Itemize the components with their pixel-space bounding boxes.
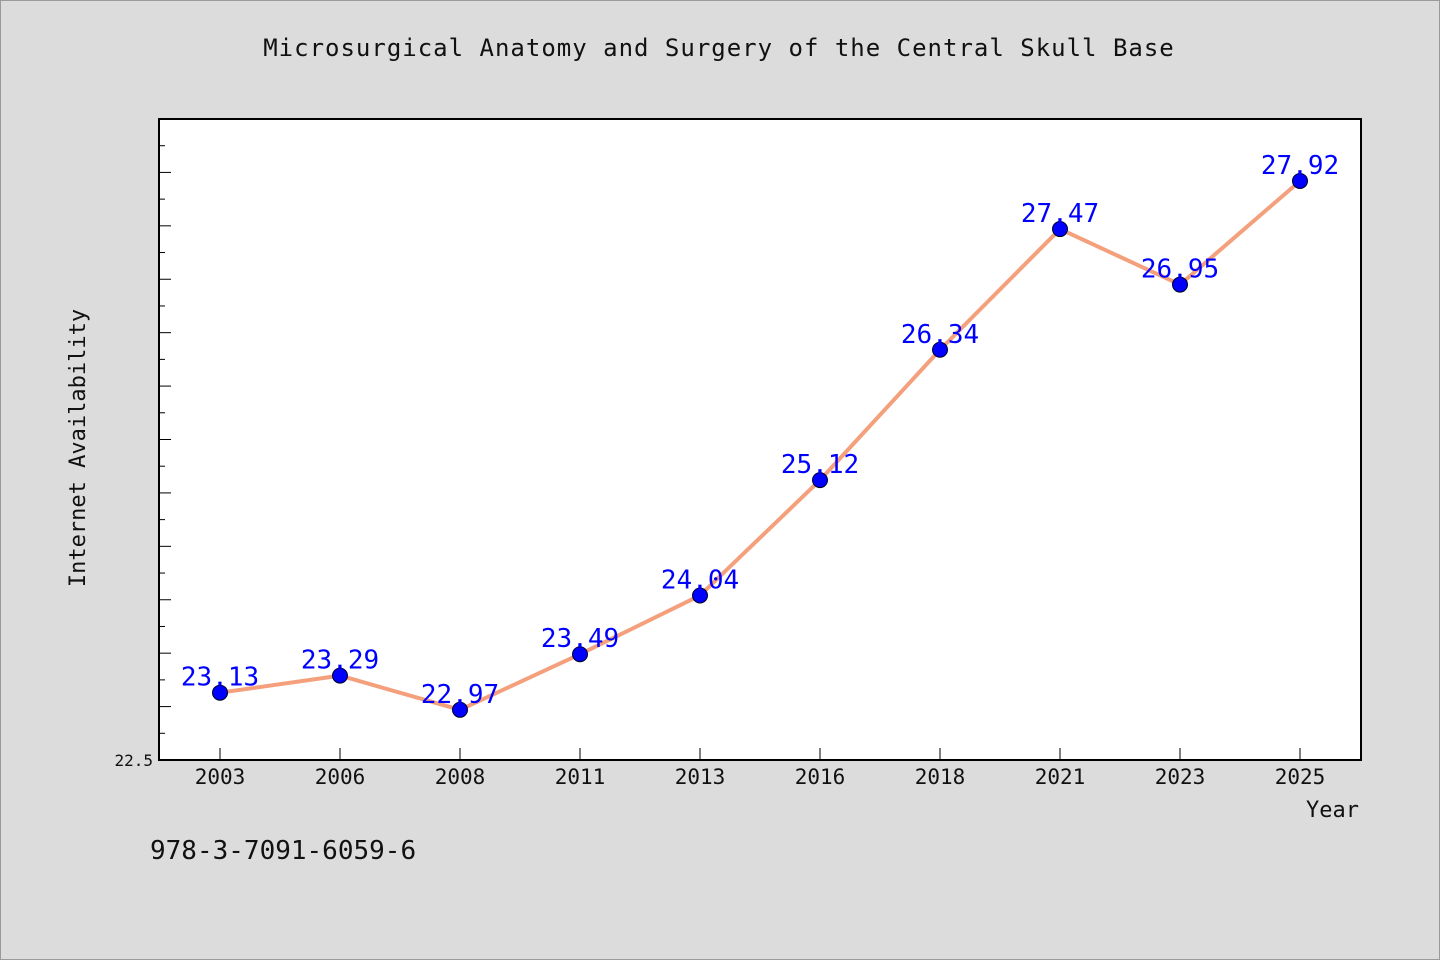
x-axis-ticks: 2003 2006 2008 2011 2013 2016 2018 2021 2023 2025 <box>195 748 1326 789</box>
data-point <box>332 667 348 684</box>
data-label: 23.13 <box>181 663 259 693</box>
data-label: 22.97 <box>421 680 499 710</box>
y-axis-ticks <box>159 118 171 761</box>
series-line <box>218 178 1302 712</box>
data-label: 27.92 <box>1261 151 1339 181</box>
x-tick-label: 2018 <box>915 765 966 789</box>
data-label: 26.34 <box>901 320 979 350</box>
x-tick-label: 2023 <box>1155 765 1206 789</box>
y-axis-label: Internet Availability <box>66 309 91 587</box>
x-tick-label: 2008 <box>435 765 486 789</box>
data-point <box>1172 276 1188 293</box>
chart-title: Microsurgical Anatomy and Surgery of the… <box>263 34 1175 62</box>
isbn-text: 978-3-7091-6059-6 <box>150 836 417 866</box>
x-tick-label: 2003 <box>195 765 246 789</box>
data-point <box>1292 172 1308 189</box>
y-tick-label: 22.5 <box>114 751 153 770</box>
data-point <box>812 472 828 489</box>
data-label: 26.95 <box>1141 255 1219 285</box>
x-tick-label: 2006 <box>315 765 366 789</box>
data-point <box>212 684 228 701</box>
series-group <box>212 172 1308 718</box>
data-point <box>1052 221 1068 238</box>
x-axis-label: Year <box>1306 798 1359 823</box>
data-labels: 23.13 23.29 22.97 23.49 24.04 25.12 26.34 27.47… <box>181 151 1339 710</box>
x-tick-label: 2025 <box>1275 765 1326 789</box>
x-tick-label: 2016 <box>795 765 846 789</box>
data-point <box>572 646 588 663</box>
plot-area <box>158 118 1362 761</box>
x-tick-label: 2011 <box>555 765 606 789</box>
data-label: 23.49 <box>541 624 619 654</box>
data-label: 23.29 <box>301 646 379 676</box>
data-point <box>452 701 468 718</box>
data-label: 24.04 <box>661 565 739 595</box>
data-point <box>932 341 948 358</box>
data-point <box>692 587 708 604</box>
x-tick-label: 2013 <box>675 765 726 789</box>
data-label: 25.12 <box>781 450 859 480</box>
x-tick-label: 2021 <box>1035 765 1086 789</box>
data-label: 27.47 <box>1021 199 1099 229</box>
